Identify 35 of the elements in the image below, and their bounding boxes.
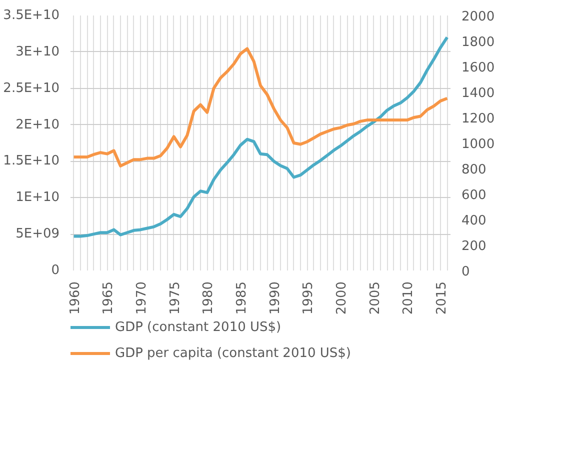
legend-label: GDP per capita (constant 2010 US$) bbox=[115, 346, 351, 360]
y2-tick-label: 1000 bbox=[462, 137, 495, 152]
y2-tick-label: 200 bbox=[462, 239, 486, 254]
line-series bbox=[72, 36, 449, 238]
y-tick-label: 1.5E+10 bbox=[3, 154, 60, 169]
y2-tick-label: 1400 bbox=[462, 86, 495, 101]
y2-tick-label: 1200 bbox=[462, 112, 495, 126]
y2-tick-label: 0 bbox=[462, 264, 470, 280]
x-tick-label: 2000 bbox=[334, 281, 350, 315]
x-tick-label: 2005 bbox=[368, 281, 383, 315]
x-tick-label: 1970 bbox=[134, 281, 150, 315]
y2-tick-label: 1600 bbox=[462, 60, 495, 76]
y-tick-label: 0 bbox=[51, 263, 60, 278]
y2-tick-label: 600 bbox=[462, 188, 486, 203]
y2-tick-label: 800 bbox=[462, 162, 486, 178]
line-series bbox=[72, 47, 449, 168]
y-tick-label: 3.5E+10 bbox=[3, 8, 60, 23]
x-tick-label: 1985 bbox=[234, 281, 250, 315]
y2-tick-label: 400 bbox=[462, 214, 486, 228]
y-tick-label: 3E+10 bbox=[16, 44, 60, 60]
x-tick-label: 1995 bbox=[301, 281, 316, 315]
legend-label: GDP (constant 2010 US$) bbox=[115, 320, 282, 334]
x-tick-label: 1980 bbox=[201, 281, 216, 315]
y-tick-label: 1E+10 bbox=[16, 190, 60, 206]
y-tick-label: 2.5E+10 bbox=[3, 80, 60, 96]
y2-tick-label: 1800 bbox=[462, 35, 495, 50]
x-tick-label: 2015 bbox=[434, 281, 450, 315]
y-tick-label: 5E+09 bbox=[16, 226, 60, 242]
y-tick-label: 2E+10 bbox=[16, 117, 60, 132]
x-tick-label: 1975 bbox=[168, 281, 183, 315]
x-tick-label: 1990 bbox=[268, 281, 283, 315]
y2-tick-label: 2000 bbox=[462, 10, 495, 24]
x-tick-label: 1965 bbox=[101, 281, 116, 315]
x-tick-label: 2010 bbox=[401, 281, 416, 315]
x-tick-label: 1960 bbox=[68, 281, 83, 315]
